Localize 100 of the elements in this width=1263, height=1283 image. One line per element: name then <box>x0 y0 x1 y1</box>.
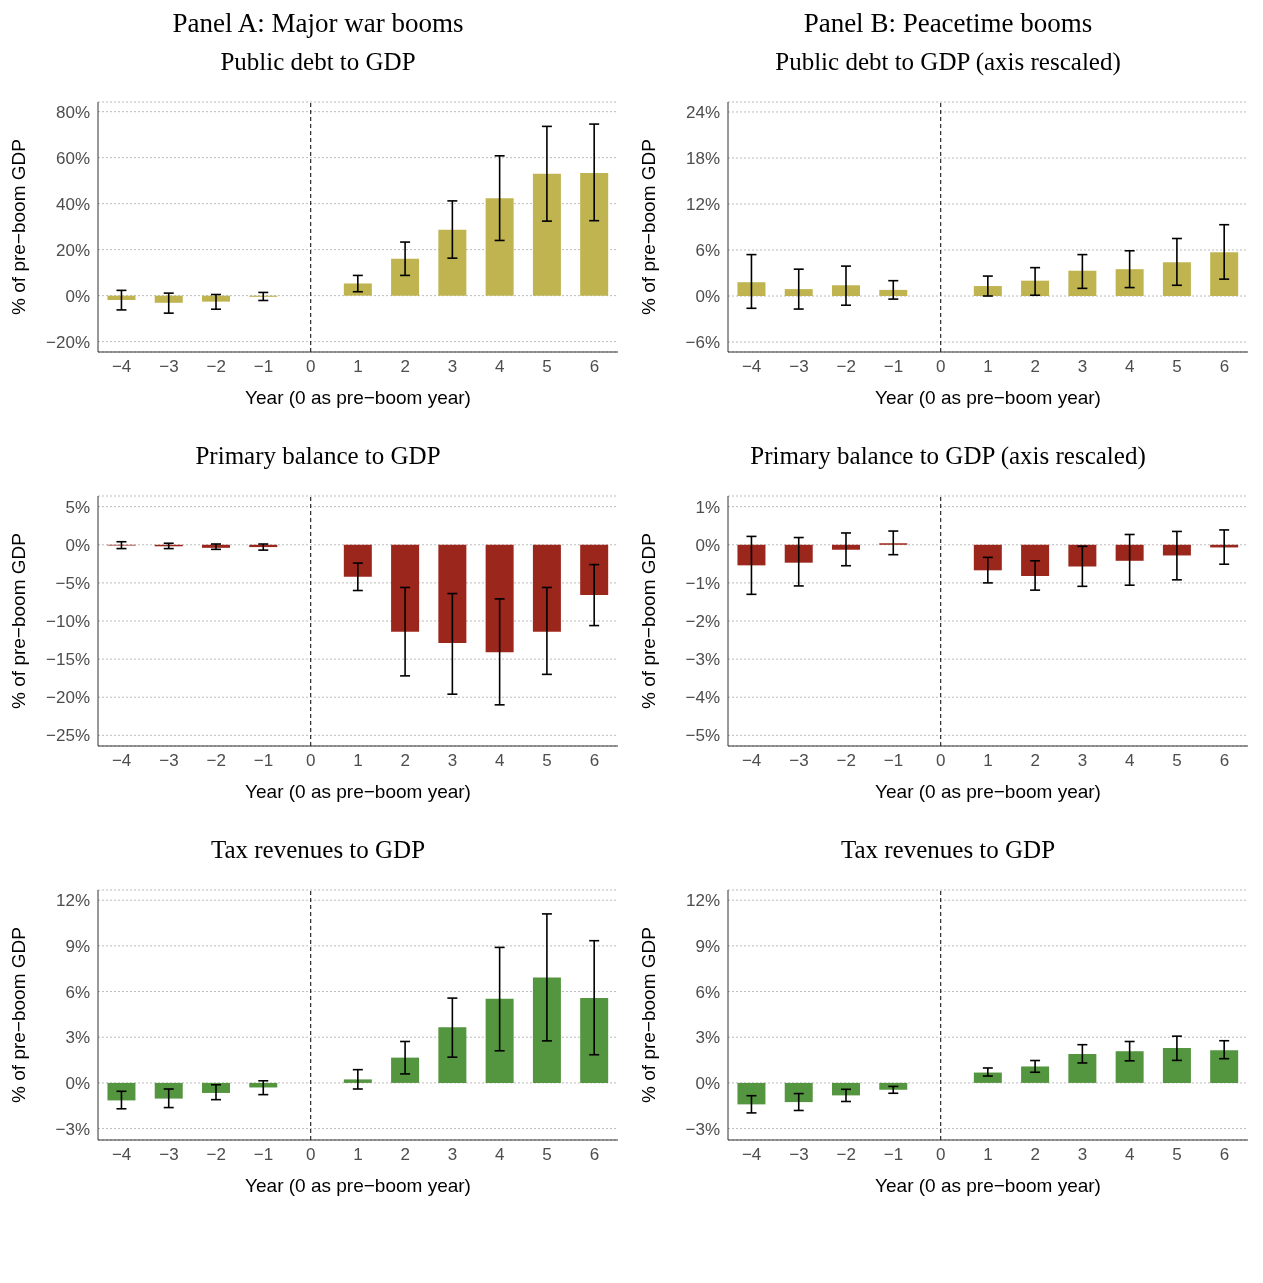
y-tick-label: 0% <box>65 535 90 555</box>
x-tick-label: −2 <box>836 751 856 771</box>
x-tick-label: −4 <box>741 357 762 377</box>
x-tick-label: 3 <box>1077 357 1088 377</box>
y-tick-label: 3% <box>65 1028 90 1048</box>
x-tick-label: −4 <box>741 751 762 771</box>
bar <box>391 258 420 296</box>
y-tick-label: −5% <box>55 573 90 593</box>
bar <box>1162 1047 1191 1083</box>
x-tick-label: 6 <box>1219 1145 1230 1165</box>
x-tick-label: −3 <box>789 357 809 377</box>
bar <box>485 198 514 296</box>
x-tick-label: −4 <box>111 1145 132 1165</box>
y-tick-label: 0% <box>695 1073 720 1093</box>
bar <box>485 998 514 1083</box>
x-tick-label: 5 <box>1172 1145 1182 1165</box>
x-tick-label: 6 <box>1219 357 1230 377</box>
x-tick-label: 6 <box>589 357 600 377</box>
y-tick-label: 24% <box>685 103 720 122</box>
y-axis-title: % of pre−boom GDP <box>637 533 659 709</box>
y-tick-label: 60% <box>55 148 90 168</box>
x-tick-label: −1 <box>253 357 274 377</box>
x-tick-label: 4 <box>1125 357 1135 377</box>
y-tick-label: 0% <box>65 286 90 306</box>
x-tick-label: 3 <box>447 1145 458 1165</box>
y-tick-label: 6% <box>65 982 90 1002</box>
y-tick-label: 12% <box>685 195 720 215</box>
chart-title: Panel B: Peacetime booms <box>803 8 1093 40</box>
x-tick-label: −2 <box>206 751 226 771</box>
y-tick-label: −3% <box>685 650 720 670</box>
y-tick-label: 40% <box>55 194 90 214</box>
y-tick-label: 6% <box>695 241 720 261</box>
y-tick-label: 80% <box>55 102 90 122</box>
x-tick-label: 5 <box>1172 751 1182 771</box>
y-tick-label: −3% <box>685 1119 720 1139</box>
x-tick-label: 1 <box>983 751 993 771</box>
chart-title: Panel A: Major war booms <box>172 8 464 40</box>
y-axis-title: % of pre−boom GDP <box>637 139 659 315</box>
bar <box>532 977 561 1083</box>
x-tick-label: −3 <box>159 751 179 771</box>
bar <box>1068 1053 1097 1083</box>
x-tick-label: −1 <box>883 751 904 771</box>
x-tick-label: 1 <box>353 751 363 771</box>
x-tick-label: 2 <box>1030 1145 1041 1165</box>
bar <box>784 289 813 297</box>
x-tick-label: 1 <box>353 357 363 377</box>
y-tick-label: −6% <box>685 333 720 353</box>
x-tick-label: 5 <box>542 357 552 377</box>
x-tick-label: 6 <box>589 751 600 771</box>
x-tick-label: 6 <box>1219 751 1230 771</box>
x-tick-label: 3 <box>447 357 458 377</box>
x-axis-title: Year (0 as pre−boom year) <box>875 781 1101 802</box>
x-tick-label: 5 <box>542 1145 552 1165</box>
bar <box>879 1082 908 1090</box>
x-tick-label: −1 <box>883 1145 904 1165</box>
x-tick-label: 0 <box>935 751 946 771</box>
x-tick-label: 2 <box>400 1145 411 1165</box>
bar <box>1210 1050 1239 1083</box>
x-tick-label: −1 <box>253 1145 274 1165</box>
bar <box>1115 269 1144 297</box>
x-tick-label: −4 <box>741 1145 762 1165</box>
bar <box>438 229 467 296</box>
bar <box>154 1082 183 1099</box>
x-tick-label: 6 <box>589 1145 600 1165</box>
x-tick-label: 0 <box>305 751 316 771</box>
y-tick-label: 12% <box>685 891 720 911</box>
bar <box>532 173 561 296</box>
x-tick-label: 5 <box>1172 357 1182 377</box>
x-tick-label: 4 <box>495 751 505 771</box>
x-tick-label: 3 <box>447 751 458 771</box>
bar <box>832 285 860 297</box>
bar <box>580 998 609 1083</box>
y-axis-title: % of pre−boom GDP <box>7 533 29 709</box>
x-tick-label: −2 <box>206 1145 226 1165</box>
bar <box>343 283 372 296</box>
bar <box>107 1082 136 1101</box>
x-axis-title: Year (0 as pre−boom year) <box>245 387 471 408</box>
y-tick-label: −20% <box>46 688 90 708</box>
y-tick-label: 0% <box>695 535 720 555</box>
y-tick-label: −4% <box>685 688 720 708</box>
x-tick-label: −2 <box>836 1145 856 1165</box>
x-tick-label: 2 <box>400 751 411 771</box>
x-tick-label: 1 <box>983 357 993 377</box>
bar <box>391 1057 420 1083</box>
y-tick-label: −1% <box>685 573 720 593</box>
y-tick-label: −25% <box>46 726 90 746</box>
x-tick-label: 0 <box>305 1145 316 1165</box>
bar <box>1021 1066 1050 1083</box>
x-tick-label: −2 <box>836 357 856 377</box>
y-tick-label: 20% <box>55 240 90 260</box>
bar <box>737 282 766 297</box>
x-axis-title: Year (0 as pre−boom year) <box>245 781 471 802</box>
chart-title: Tax revenues to GDP <box>840 836 1056 865</box>
x-axis-title: Year (0 as pre−boom year) <box>875 1175 1101 1196</box>
x-tick-label: −2 <box>206 357 226 377</box>
x-tick-label: −3 <box>789 1145 809 1165</box>
bar <box>1162 262 1191 297</box>
x-tick-label: 3 <box>1077 751 1088 771</box>
x-tick-label: 2 <box>400 357 411 377</box>
x-tick-label: 4 <box>495 1145 505 1165</box>
